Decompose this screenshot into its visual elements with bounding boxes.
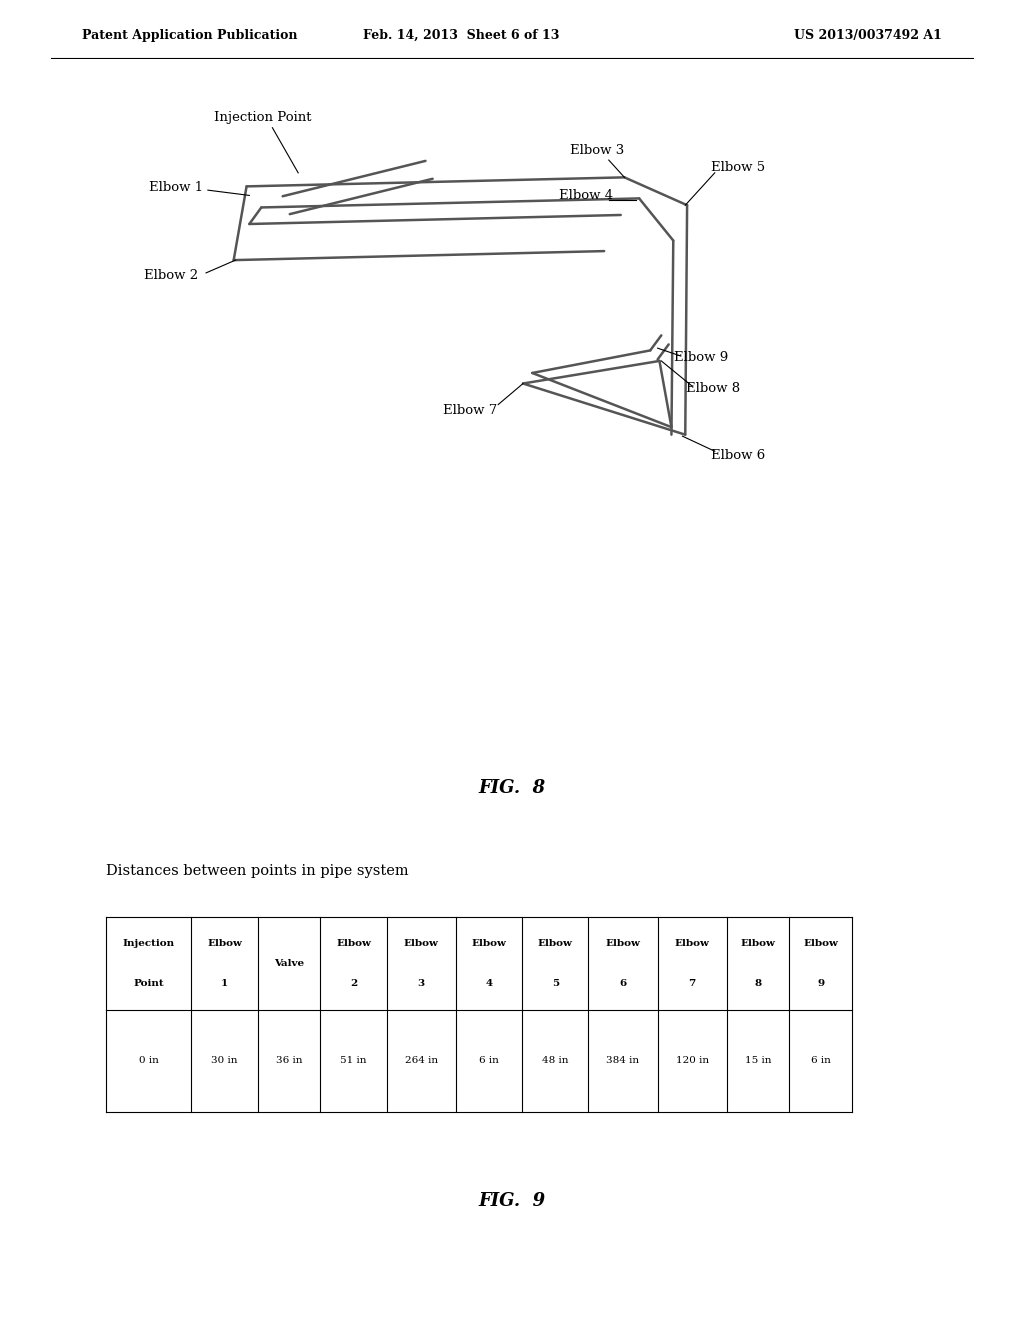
Text: US 2013/0037492 A1: US 2013/0037492 A1 [795, 29, 942, 42]
Text: Valve: Valve [273, 960, 304, 968]
Text: Elbow: Elbow [538, 940, 572, 948]
Text: Elbow 9: Elbow 9 [674, 351, 728, 364]
Text: 6 in: 6 in [479, 1056, 499, 1065]
Text: Elbow: Elbow [605, 940, 640, 948]
Text: 120 in: 120 in [676, 1056, 709, 1065]
Text: Elbow: Elbow [803, 940, 839, 948]
Text: Injection Point: Injection Point [214, 111, 312, 124]
Text: Elbow 5: Elbow 5 [711, 161, 765, 174]
Text: Elbow: Elbow [740, 940, 775, 948]
Text: FIG.  8: FIG. 8 [478, 779, 546, 797]
Text: 51 in: 51 in [340, 1056, 367, 1065]
Text: Elbow 4: Elbow 4 [559, 189, 612, 202]
Text: Elbow 1: Elbow 1 [148, 181, 203, 194]
Text: Point: Point [133, 979, 164, 987]
Text: 9: 9 [817, 979, 824, 987]
Text: FIG.  9: FIG. 9 [478, 1192, 546, 1210]
Text: 6 in: 6 in [811, 1056, 830, 1065]
Text: Elbow: Elbow [403, 940, 438, 948]
Text: Elbow 6: Elbow 6 [711, 449, 765, 462]
Text: 7: 7 [688, 979, 695, 987]
Text: 8: 8 [755, 979, 762, 987]
Text: Elbow: Elbow [471, 940, 507, 948]
Text: Injection: Injection [123, 940, 175, 948]
Text: 0 in: 0 in [139, 1056, 159, 1065]
Text: 1: 1 [221, 979, 228, 987]
Text: 15 in: 15 in [744, 1056, 771, 1065]
Text: Elbow 2: Elbow 2 [144, 269, 198, 281]
Text: 36 in: 36 in [275, 1056, 302, 1065]
Text: Elbow 7: Elbow 7 [443, 404, 498, 417]
Text: 30 in: 30 in [211, 1056, 238, 1065]
Text: Elbow: Elbow [675, 940, 710, 948]
Text: 384 in: 384 in [606, 1056, 640, 1065]
Text: 5: 5 [552, 979, 559, 987]
Text: 2: 2 [350, 979, 357, 987]
Text: Elbow: Elbow [207, 940, 242, 948]
Text: 6: 6 [620, 979, 627, 987]
Text: Elbow: Elbow [336, 940, 371, 948]
Text: Patent Application Publication: Patent Application Publication [82, 29, 297, 42]
Text: 4: 4 [485, 979, 493, 987]
Text: Distances between points in pipe system: Distances between points in pipe system [106, 865, 410, 878]
Text: 3: 3 [418, 979, 425, 987]
Text: 264 in: 264 in [404, 1056, 438, 1065]
Text: Elbow 3: Elbow 3 [569, 144, 624, 157]
Text: Feb. 14, 2013  Sheet 6 of 13: Feb. 14, 2013 Sheet 6 of 13 [362, 29, 559, 42]
Text: Elbow 8: Elbow 8 [686, 381, 740, 395]
Text: 48 in: 48 in [542, 1056, 568, 1065]
